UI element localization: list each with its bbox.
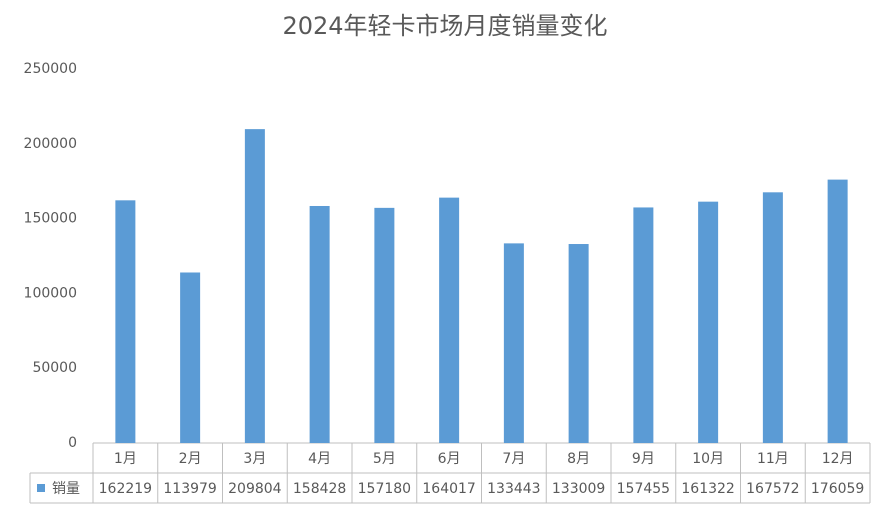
table-value: 162219 [99, 481, 152, 497]
table-value: 176059 [811, 481, 864, 497]
chart-title: 2024年轻卡市场月度销量变化 [282, 12, 607, 40]
y-tick-label: 0 [68, 435, 77, 451]
bar [309, 205, 330, 443]
table-value: 157455 [617, 481, 670, 497]
bar [374, 207, 395, 443]
bar [827, 179, 848, 444]
x-tick-label: 5月 [373, 451, 396, 467]
table-value: 209804 [228, 481, 282, 497]
y-tick-label: 100000 [24, 285, 77, 301]
x-tick-label: 6月 [438, 451, 461, 467]
x-tick-label: 12月 [822, 451, 854, 467]
y-tick-label: 50000 [32, 360, 77, 376]
x-tick-label: 7月 [502, 451, 525, 467]
x-tick-label: 8月 [567, 451, 590, 467]
legend-key [37, 484, 45, 492]
bar [439, 197, 460, 443]
table-value: 161322 [681, 481, 734, 497]
x-tick-label: 9月 [632, 451, 655, 467]
y-tick-label: 250000 [24, 61, 77, 77]
bar [503, 243, 524, 443]
table-value: 133443 [487, 481, 540, 497]
bar [115, 200, 136, 443]
x-tick-label: 1月 [114, 451, 137, 467]
bar [568, 244, 589, 443]
table-value: 133009 [552, 481, 605, 497]
x-tick-label: 10月 [692, 451, 724, 467]
x-tick-label: 3月 [243, 451, 266, 467]
table-value: 164017 [422, 481, 475, 497]
y-tick-label: 150000 [24, 211, 77, 227]
bar [698, 201, 719, 443]
table-value: 158428 [293, 481, 346, 497]
table-value: 167572 [746, 481, 799, 497]
bar [244, 129, 265, 443]
bar [180, 272, 201, 443]
table-value: 157180 [358, 481, 411, 497]
x-tick-label: 4月 [308, 451, 331, 467]
bar [762, 192, 783, 443]
x-tick-label: 2月 [179, 451, 202, 467]
x-tick-label: 11月 [757, 451, 789, 467]
y-tick-label: 200000 [24, 136, 77, 152]
bar [633, 207, 654, 443]
table-value: 113979 [163, 481, 216, 497]
legend-label: 销量 [52, 481, 80, 497]
